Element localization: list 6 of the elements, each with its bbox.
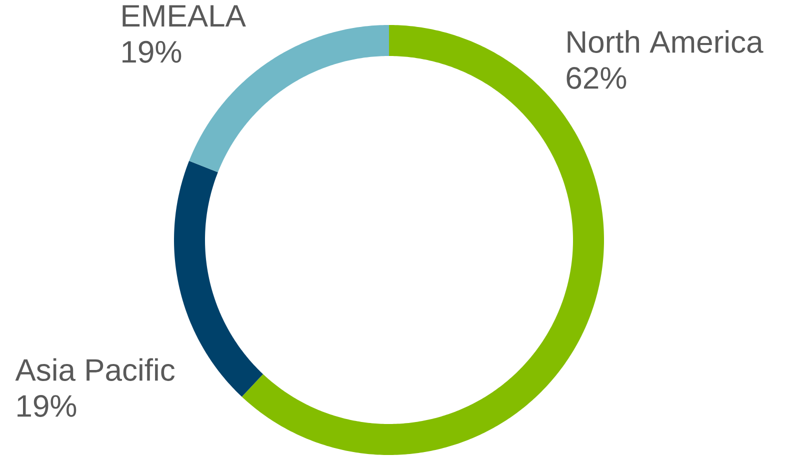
slice-label: EMEALA xyxy=(122,5,246,27)
slice-label: Asia Pacific xyxy=(15,358,175,381)
slice-label: North America xyxy=(568,30,764,53)
data-label: 19% xyxy=(122,40,182,63)
data-label: 19% xyxy=(18,395,76,417)
data-label: 62% xyxy=(566,67,626,89)
